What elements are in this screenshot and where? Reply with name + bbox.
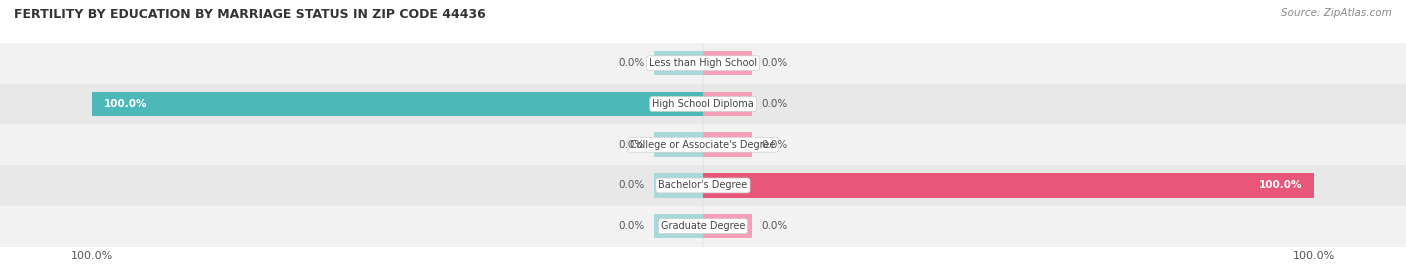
Bar [0, 124, 1406, 165]
Text: 100.0%: 100.0% [104, 99, 148, 109]
Bar [654, 173, 703, 198]
Bar [0, 206, 1406, 247]
Text: Source: ZipAtlas.com: Source: ZipAtlas.com [1281, 8, 1392, 18]
Bar [703, 51, 752, 76]
Bar [654, 214, 703, 239]
Bar [703, 132, 752, 157]
Text: 0.0%: 0.0% [619, 140, 645, 150]
Text: FERTILITY BY EDUCATION BY MARRIAGE STATUS IN ZIP CODE 44436: FERTILITY BY EDUCATION BY MARRIAGE STATU… [14, 8, 486, 21]
Bar [91, 92, 703, 116]
Bar [0, 84, 1406, 124]
Text: Bachelor's Degree: Bachelor's Degree [658, 180, 748, 191]
Text: 0.0%: 0.0% [619, 180, 645, 191]
Text: 0.0%: 0.0% [619, 58, 645, 68]
Text: 0.0%: 0.0% [761, 58, 787, 68]
Bar [0, 165, 1406, 206]
Text: Less than High School: Less than High School [650, 58, 756, 68]
Text: 0.0%: 0.0% [761, 140, 787, 150]
Text: College or Associate's Degree: College or Associate's Degree [630, 140, 776, 150]
Text: High School Diploma: High School Diploma [652, 99, 754, 109]
Text: 0.0%: 0.0% [761, 221, 787, 231]
Bar [0, 43, 1406, 84]
Bar [703, 92, 752, 116]
Text: 0.0%: 0.0% [761, 99, 787, 109]
Text: Graduate Degree: Graduate Degree [661, 221, 745, 231]
Bar [654, 51, 703, 76]
Bar [654, 132, 703, 157]
Text: 0.0%: 0.0% [619, 221, 645, 231]
Bar [703, 214, 752, 239]
Text: 100.0%: 100.0% [1258, 180, 1302, 191]
Bar [703, 173, 1315, 198]
